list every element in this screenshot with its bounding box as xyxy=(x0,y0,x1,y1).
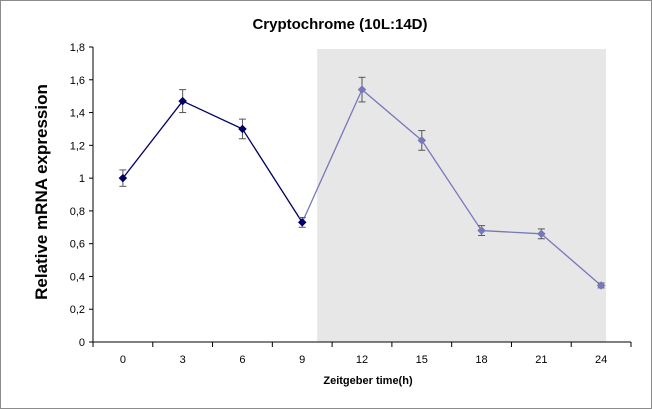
x-tick-label: 12 xyxy=(356,354,368,366)
x-tick-label: 15 xyxy=(416,354,428,366)
series-line-segment xyxy=(241,128,303,223)
x-tick-label: 9 xyxy=(299,354,305,366)
x-tick-label: 24 xyxy=(595,354,607,366)
data-point-marker xyxy=(357,85,367,94)
x-axis-label: Zeitgeber time(h) xyxy=(323,375,413,387)
y-tick-label: 0,4 xyxy=(70,271,85,283)
x-tick-label: 0 xyxy=(120,354,126,366)
data-point-marker xyxy=(596,281,606,290)
series-line-segment xyxy=(182,100,243,130)
data-point-marker xyxy=(477,226,486,235)
data-point-marker xyxy=(118,173,128,183)
data-point-marker xyxy=(238,124,247,134)
dark-phase-shading xyxy=(317,49,607,342)
x-tick-label: 3 xyxy=(180,354,186,366)
y-tick-label: 0,6 xyxy=(70,239,85,251)
series-line-segment xyxy=(421,140,483,231)
y-tick-label: 1,6 xyxy=(70,75,85,87)
data-point-marker xyxy=(178,96,188,106)
y-tick-label: 0,2 xyxy=(70,304,85,316)
y-tick-label: 1 xyxy=(79,173,85,185)
data-point-marker xyxy=(297,218,307,227)
chart-title: Cryptochrome (10L:14D) xyxy=(252,16,427,33)
series-line-segment xyxy=(481,229,542,235)
y-tick-label: 0 xyxy=(79,337,85,349)
x-tick-label: 18 xyxy=(475,354,487,366)
x-tick-label: 21 xyxy=(535,354,547,366)
series-line-segment xyxy=(301,89,363,223)
x-tick-label: 6 xyxy=(239,354,245,366)
series-line-segment xyxy=(540,233,602,286)
data-point-marker xyxy=(536,229,546,239)
y-tick-label: 1,2 xyxy=(70,140,85,152)
series-line-segment xyxy=(361,89,423,141)
series-line-segment xyxy=(122,100,184,179)
y-tick-label: 0,8 xyxy=(70,206,85,218)
y-tick-label: 1,8 xyxy=(70,42,85,54)
y-axis-label: Relative mRNA expression xyxy=(32,84,51,300)
y-tick-label: 1,4 xyxy=(70,108,85,120)
data-point-marker xyxy=(417,136,427,145)
